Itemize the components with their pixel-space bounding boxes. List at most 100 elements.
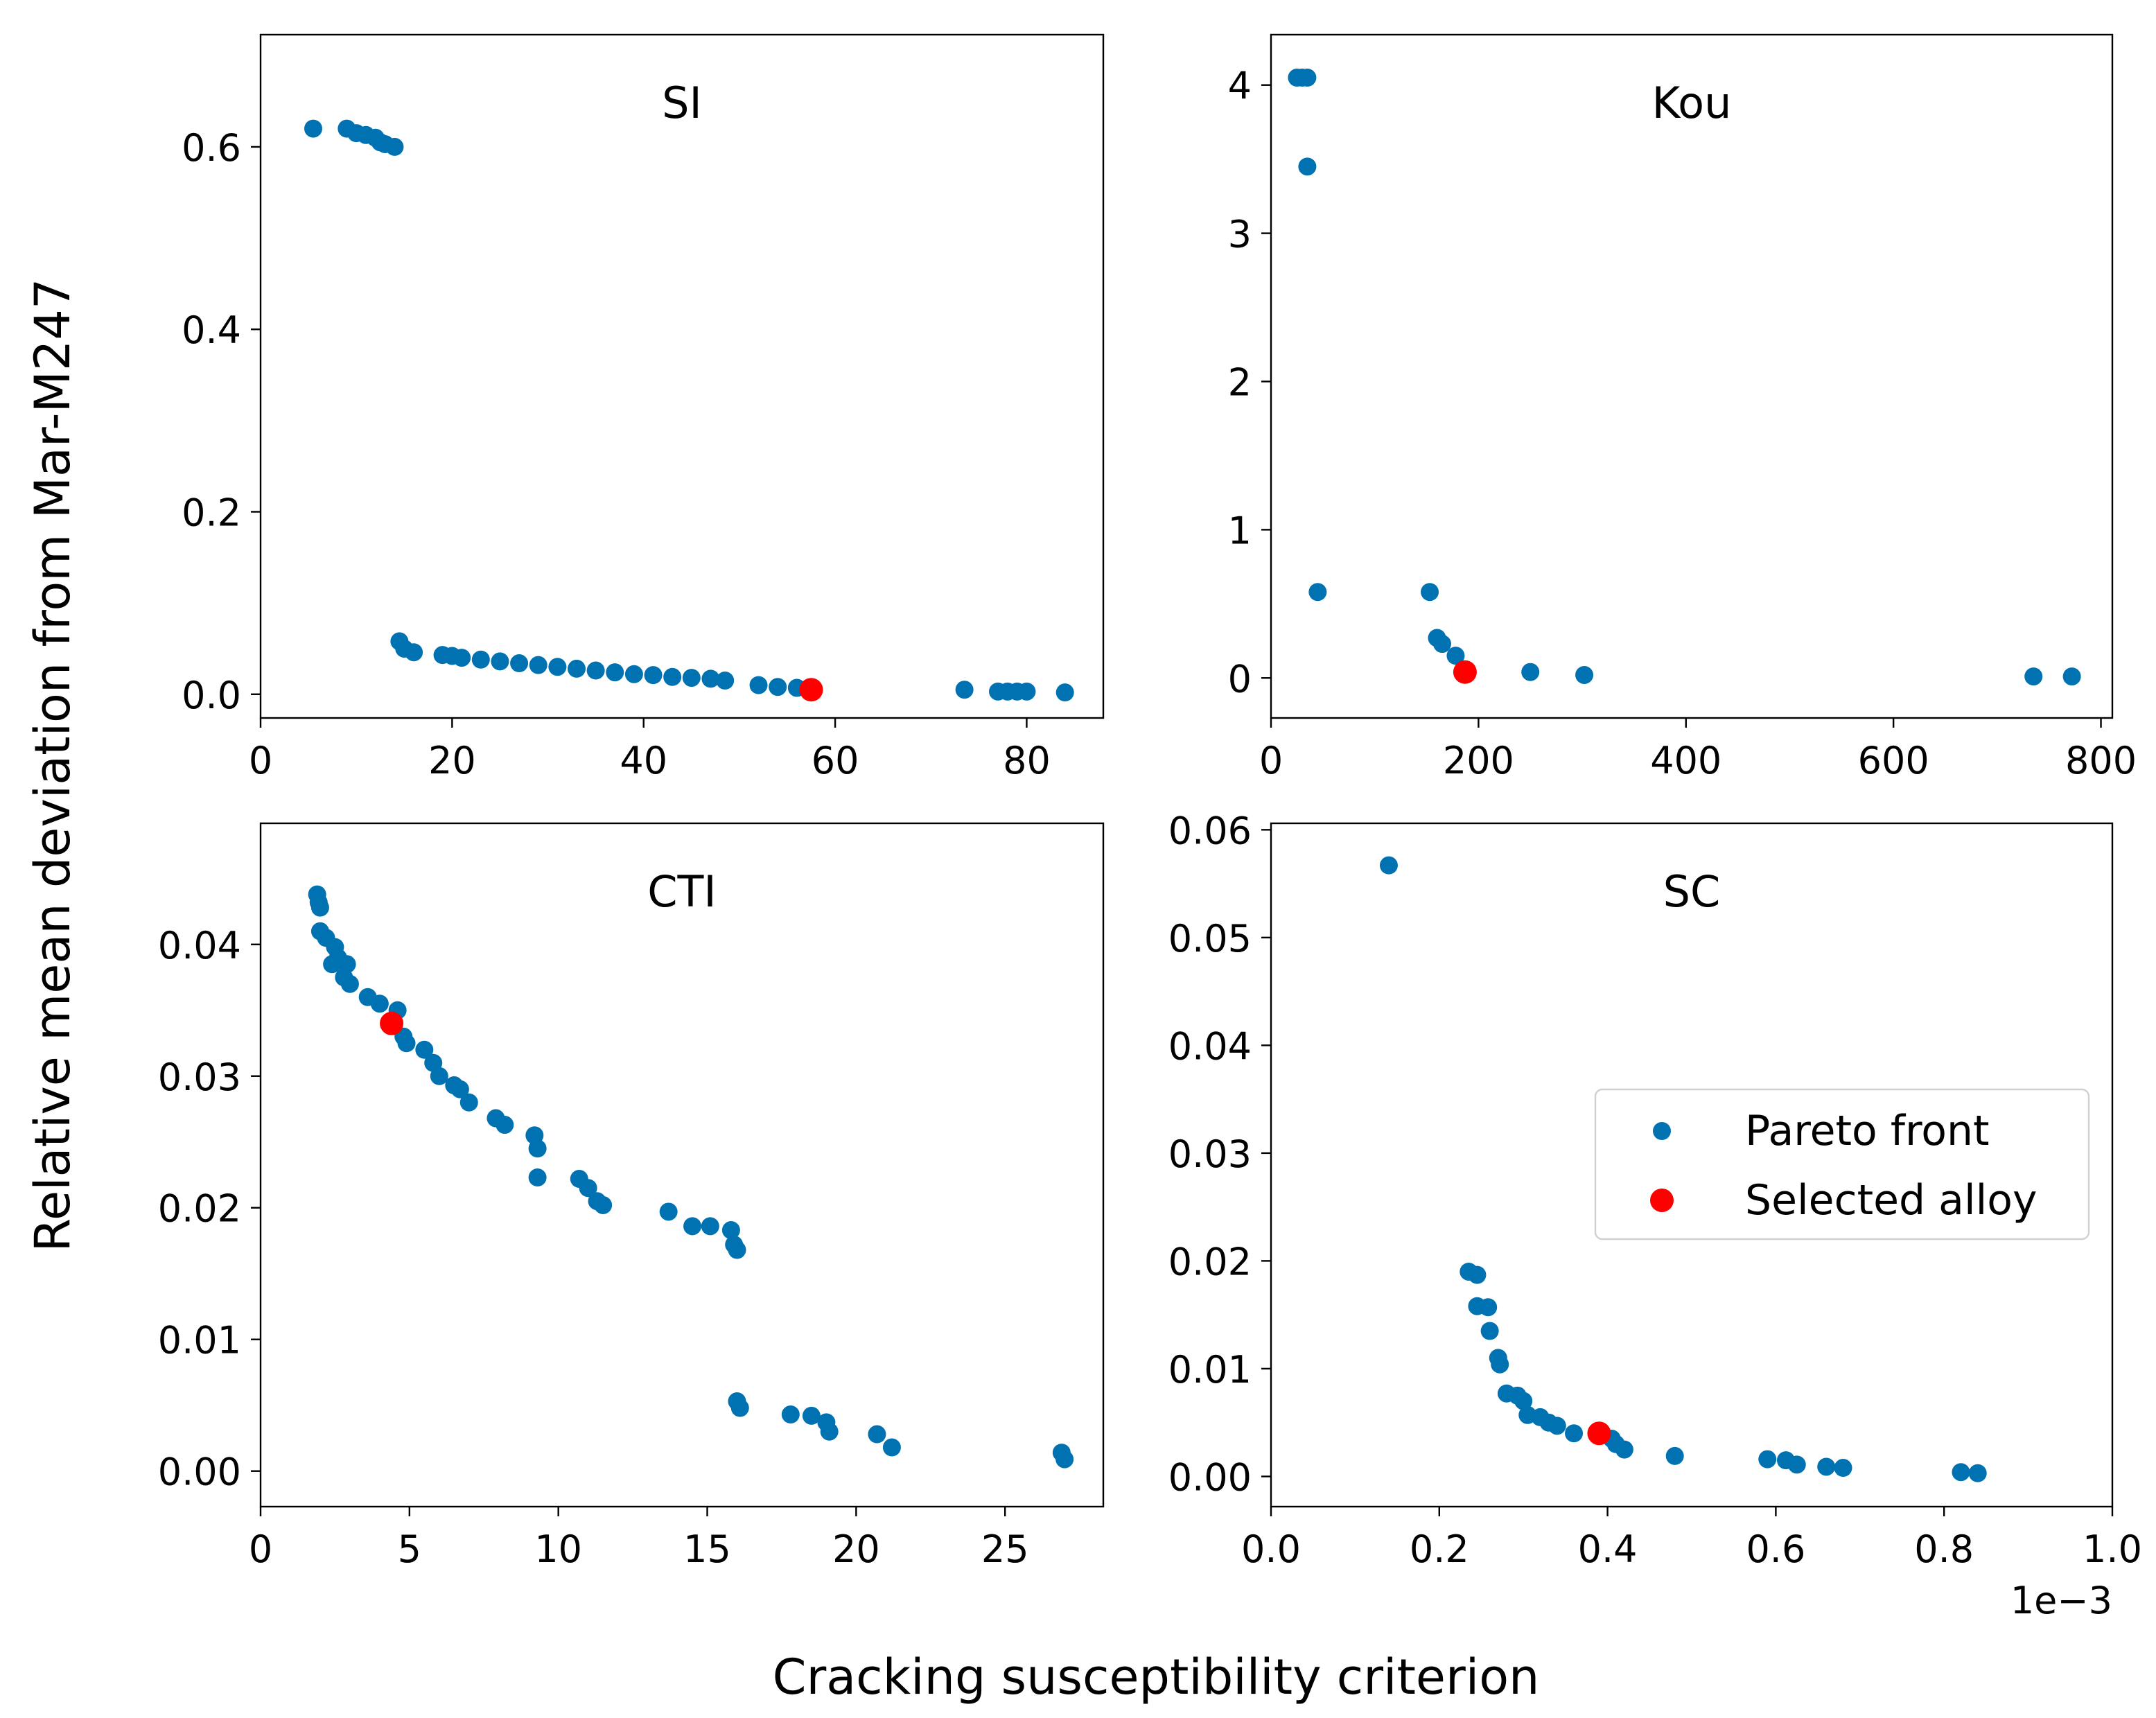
pareto-point xyxy=(1480,1322,1499,1340)
y-tick-label: 0.4 xyxy=(182,308,241,352)
x-tick-label: 60 xyxy=(812,739,859,782)
legend-pareto-marker xyxy=(1653,1122,1671,1140)
pareto-point xyxy=(683,1217,702,1236)
pareto-point xyxy=(548,658,567,676)
x-tick-label: 0.8 xyxy=(1914,1527,1974,1571)
pareto-point xyxy=(430,1067,448,1085)
legend-selected-label: Selected alloy xyxy=(1745,1176,2037,1225)
y-tick-label: 0.01 xyxy=(1168,1348,1252,1392)
pareto-point xyxy=(1787,1455,1806,1474)
panel-cti: 0 5 10 15 20 25 0.00 0.01 0.02 0.03 0.04 CTI xyxy=(158,822,1105,1571)
y-axis-label: Relative mean deviation from Mar-M247 xyxy=(24,279,81,1252)
pareto-point xyxy=(340,974,359,993)
axes-frame xyxy=(259,822,1105,1508)
pareto-point xyxy=(304,119,322,138)
y-tick-label: 0.04 xyxy=(1168,1024,1252,1068)
pareto-point xyxy=(528,1139,547,1158)
pareto-point xyxy=(496,1116,514,1134)
x-tick-label: 20 xyxy=(832,1527,880,1571)
pareto-point xyxy=(882,1438,901,1457)
axes-frame xyxy=(1270,33,2114,719)
pareto-point xyxy=(1055,1450,1074,1469)
pareto-point xyxy=(663,667,682,686)
panel-kou: 0 200 400 600 800 0 1 2 3 4 Kou xyxy=(1228,33,2137,782)
x-tick-label: 10 xyxy=(534,1527,582,1571)
y-tick-label: 0.04 xyxy=(158,924,241,967)
selected-alloy-point xyxy=(380,1011,404,1035)
pareto-point xyxy=(730,1399,749,1417)
x-tick-label: 200 xyxy=(1443,739,1514,782)
x-tick-label: 0.4 xyxy=(1578,1527,1638,1571)
pareto-point xyxy=(1758,1450,1777,1469)
pareto-point xyxy=(721,1221,740,1240)
pareto-point xyxy=(606,663,624,682)
y-tick-label: 0.05 xyxy=(1168,917,1252,961)
y-tick-label: 0.03 xyxy=(158,1055,241,1099)
pareto-point xyxy=(586,661,605,680)
pareto-point xyxy=(716,672,735,690)
x-tick-label: 25 xyxy=(981,1527,1029,1571)
panel-si: 0 20 40 60 80 0.0 0.2 0.4 0.6 SI xyxy=(182,33,1105,782)
legend-pareto-label: Pareto front xyxy=(1745,1107,1990,1155)
pareto-point xyxy=(1952,1463,1970,1482)
pareto-point xyxy=(2024,667,2043,686)
pareto-point xyxy=(1968,1464,1987,1482)
pareto-point xyxy=(1308,583,1327,602)
x-axis-label: Cracking susceptibility criterion xyxy=(773,1649,1540,1706)
pareto-point xyxy=(310,898,329,917)
pareto-point xyxy=(323,955,342,974)
pareto-point xyxy=(1017,682,1036,701)
y-tick-label: 0.00 xyxy=(1168,1455,1252,1499)
panel-title: Kou xyxy=(1652,78,1732,128)
pareto-point xyxy=(1575,665,1594,684)
pareto-point xyxy=(769,678,787,696)
pareto-point xyxy=(1565,1424,1584,1443)
legend-selected-marker xyxy=(1650,1189,1674,1212)
x-offset-label: 1e−3 xyxy=(2010,1579,2112,1622)
y-tick-label: 0.01 xyxy=(158,1319,241,1362)
pareto-point xyxy=(385,137,404,156)
pareto-point xyxy=(370,994,389,1013)
x-tick-label: 0.0 xyxy=(1241,1527,1301,1571)
pareto-point xyxy=(459,1093,478,1112)
pareto-point xyxy=(781,1405,800,1424)
y-tick-label: 0.02 xyxy=(158,1187,241,1231)
panel-title: SC xyxy=(1663,866,1721,917)
x-tick-label: 1.0 xyxy=(2083,1527,2142,1571)
pareto-point xyxy=(820,1422,839,1441)
pareto-point xyxy=(749,676,768,694)
pareto-point xyxy=(802,1406,821,1425)
x-tick-label: 80 xyxy=(1003,739,1051,782)
y-tick-label: 0.02 xyxy=(1168,1240,1252,1283)
legend: Pareto front Selected alloy xyxy=(1594,1088,2090,1241)
y-tick-label: 2 xyxy=(1228,360,1252,404)
pareto-point xyxy=(701,669,720,688)
x-tick-label: 0 xyxy=(249,739,272,782)
x-tick-label: 20 xyxy=(428,739,476,782)
pareto-point xyxy=(2062,667,2081,686)
y-tick-label: 0.00 xyxy=(158,1450,241,1494)
pareto-point xyxy=(1615,1440,1633,1459)
pareto-point xyxy=(453,649,471,667)
pareto-point xyxy=(624,665,643,683)
x-tick-label: 600 xyxy=(1858,739,1929,782)
pareto-point xyxy=(450,1080,469,1098)
pareto-point xyxy=(659,1202,678,1221)
pareto-point xyxy=(510,654,529,673)
pareto-point xyxy=(568,659,586,678)
x-tick-label: 0.2 xyxy=(1410,1527,1469,1571)
pareto-point xyxy=(1468,1265,1487,1284)
pareto-point xyxy=(728,1241,746,1259)
pareto-point xyxy=(1432,635,1451,654)
pareto-point xyxy=(471,650,490,669)
pareto-point xyxy=(1446,647,1465,665)
pareto-point xyxy=(1298,69,1317,87)
x-tick-label: 0 xyxy=(1259,739,1283,782)
legend-box xyxy=(1594,1088,2090,1241)
x-tick-label: 5 xyxy=(398,1527,421,1571)
x-tick-label: 0.6 xyxy=(1746,1527,1805,1571)
y-tick-label: 0.03 xyxy=(1168,1132,1252,1176)
y-tick-label: 1 xyxy=(1228,509,1252,552)
pareto-point xyxy=(1514,1392,1533,1410)
